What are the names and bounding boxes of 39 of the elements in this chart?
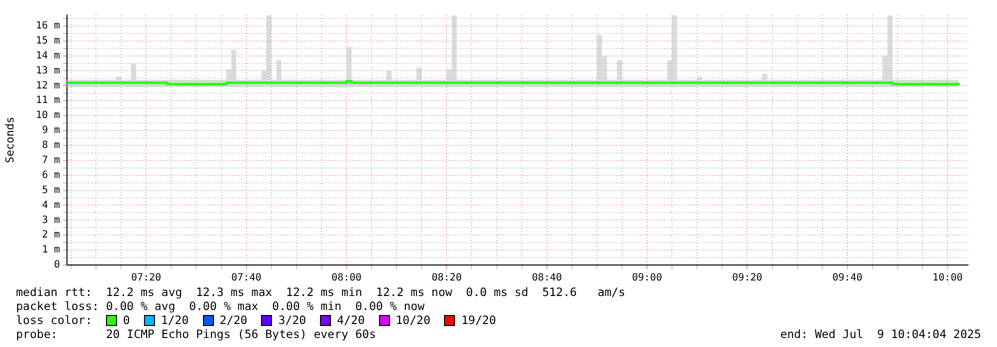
y-tick-label: 4 m xyxy=(42,200,60,211)
y-tick-label: 12 m xyxy=(36,80,60,92)
y-axis-title: Seconds xyxy=(3,116,16,164)
text: probe: 20 ICMP Echo Pings (56 Bytes) every 60s xyxy=(16,327,376,341)
x-tick-label: 08:40 xyxy=(532,272,562,284)
y-tick-label: 2 m xyxy=(42,230,60,241)
legend-label: 3/20 xyxy=(278,313,306,327)
y-tick-label: 3 m xyxy=(42,214,60,226)
legend-label: 0 xyxy=(123,313,130,327)
legend-label: 2/20 xyxy=(220,313,248,327)
legend-label: 4/20 xyxy=(337,313,365,327)
x-tick-label: 07:40 xyxy=(231,272,262,284)
x-tick-label: 07:20 xyxy=(131,272,162,284)
text: packet loss: 0.00 % avg 0.00 % max 0.00 % min 0.00 % now xyxy=(16,299,424,313)
x-tick-label: 09:00 xyxy=(632,272,662,284)
y-tick-label: 0 xyxy=(54,260,60,271)
y-tick-label: 9 m xyxy=(42,125,60,136)
y-tick-label: 5 m xyxy=(42,184,60,196)
x-tick-label: 09:40 xyxy=(832,272,862,284)
x-tick-label: 10:00 xyxy=(932,272,963,284)
text: median rtt: 12.2 ms avg 12.3 ms max 12.2 ms min 12.2 ms now 0.0 ms sd 512.6 am/s xyxy=(16,285,626,299)
y-tick-label: 16 m xyxy=(36,20,60,32)
legend-label: 1/20 xyxy=(160,313,189,327)
y-tick-label: 15 m xyxy=(36,35,60,46)
x-tick-label: 08:20 xyxy=(432,272,462,284)
y-tick-label: 7 m xyxy=(42,154,60,166)
y-tick-label: 10 m xyxy=(36,110,60,122)
text: end: Wed Jul 9 10:04:04 2025 xyxy=(780,327,981,341)
legend-label: 10/20 xyxy=(396,313,430,327)
y-tick-label: 6 m xyxy=(42,170,60,181)
y-tick-label: 8 m xyxy=(42,140,60,152)
y-tick-label: 13 m xyxy=(36,65,60,76)
x-tick-label: 08:00 xyxy=(331,272,362,284)
y-tick-label: 14 m xyxy=(36,50,60,62)
x-tick-label: 09:20 xyxy=(732,272,762,284)
y-tick-label: 1 m xyxy=(42,244,60,256)
y-tick-label: 11 m xyxy=(36,95,60,106)
legend-title: loss color: xyxy=(16,313,94,327)
legend-label: 19/20 xyxy=(461,313,496,327)
